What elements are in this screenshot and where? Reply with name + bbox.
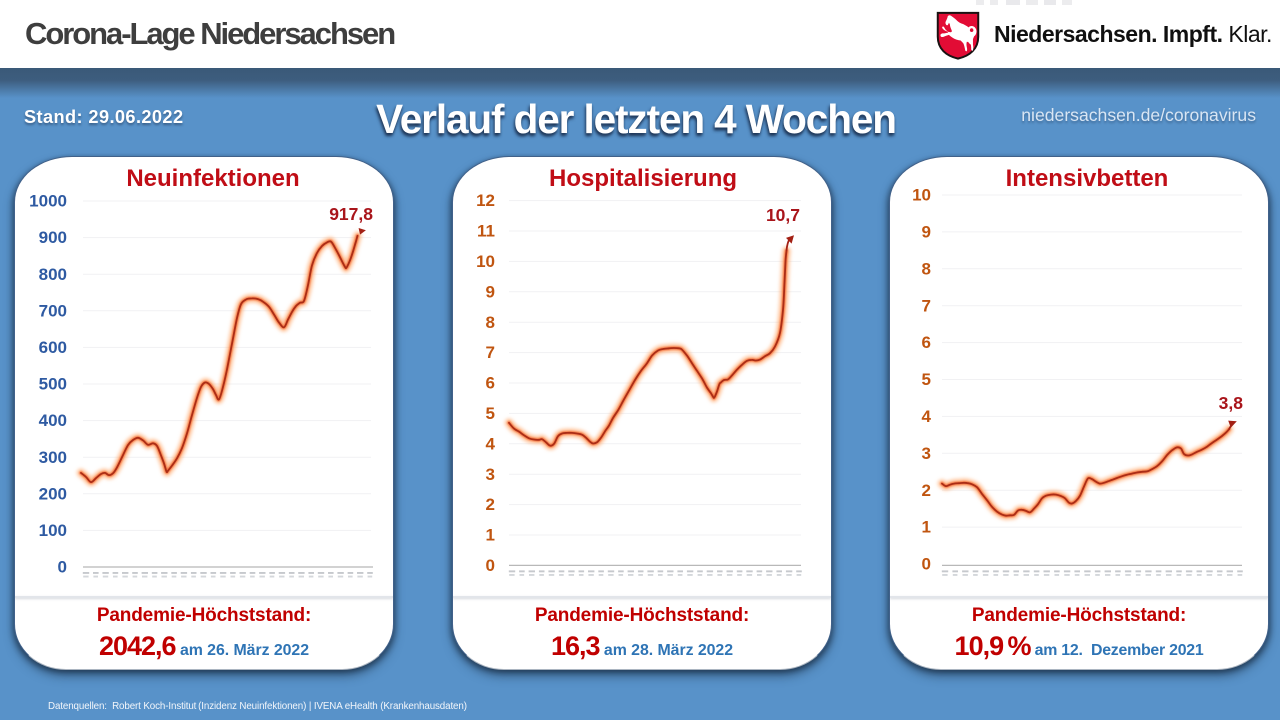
svg-text:3: 3 — [486, 465, 495, 484]
svg-text:1: 1 — [922, 518, 931, 537]
svg-text:0: 0 — [922, 555, 931, 574]
svg-text:2: 2 — [486, 495, 495, 514]
svg-text:800: 800 — [39, 265, 67, 284]
svg-text:600: 600 — [39, 338, 67, 357]
svg-text:9: 9 — [486, 282, 495, 301]
svg-text:3: 3 — [922, 444, 931, 463]
svg-text:9: 9 — [922, 223, 931, 242]
svg-text:917,8: 917,8 — [329, 204, 373, 224]
svg-text:500: 500 — [39, 375, 67, 394]
svg-text:4: 4 — [922, 407, 932, 426]
svg-text:900: 900 — [39, 228, 67, 247]
svg-text:6: 6 — [486, 374, 495, 393]
svg-text:12: 12 — [476, 191, 495, 210]
svg-text:1000: 1000 — [29, 192, 67, 211]
svg-text:200: 200 — [39, 484, 67, 503]
svg-text:4: 4 — [486, 434, 496, 453]
svg-text:5: 5 — [922, 370, 931, 389]
svg-text:8: 8 — [922, 259, 931, 278]
svg-text:11: 11 — [477, 222, 495, 241]
svg-text:10: 10 — [912, 186, 931, 205]
svg-text:3,8: 3,8 — [1219, 393, 1244, 413]
svg-text:7: 7 — [486, 343, 495, 362]
svg-text:Hospitalisierung: Hospitalisierung — [549, 165, 737, 192]
svg-text:0: 0 — [58, 558, 67, 577]
svg-text:10,7: 10,7 — [766, 205, 800, 225]
svg-text:700: 700 — [39, 301, 67, 320]
svg-text:400: 400 — [39, 411, 67, 430]
svg-text:100: 100 — [39, 521, 67, 540]
svg-text:8: 8 — [486, 313, 495, 332]
svg-text:10: 10 — [476, 252, 495, 271]
svg-text:1: 1 — [486, 526, 495, 545]
svg-text:300: 300 — [39, 448, 67, 467]
svg-text:Neuinfektionen: Neuinfektionen — [126, 165, 299, 192]
svg-text:5: 5 — [486, 404, 495, 423]
svg-text:6: 6 — [922, 333, 931, 352]
svg-text:7: 7 — [922, 296, 931, 315]
svg-text:Intensivbetten: Intensivbetten — [1006, 165, 1169, 192]
svg-text:0: 0 — [486, 556, 495, 575]
svg-text:2: 2 — [922, 481, 931, 500]
